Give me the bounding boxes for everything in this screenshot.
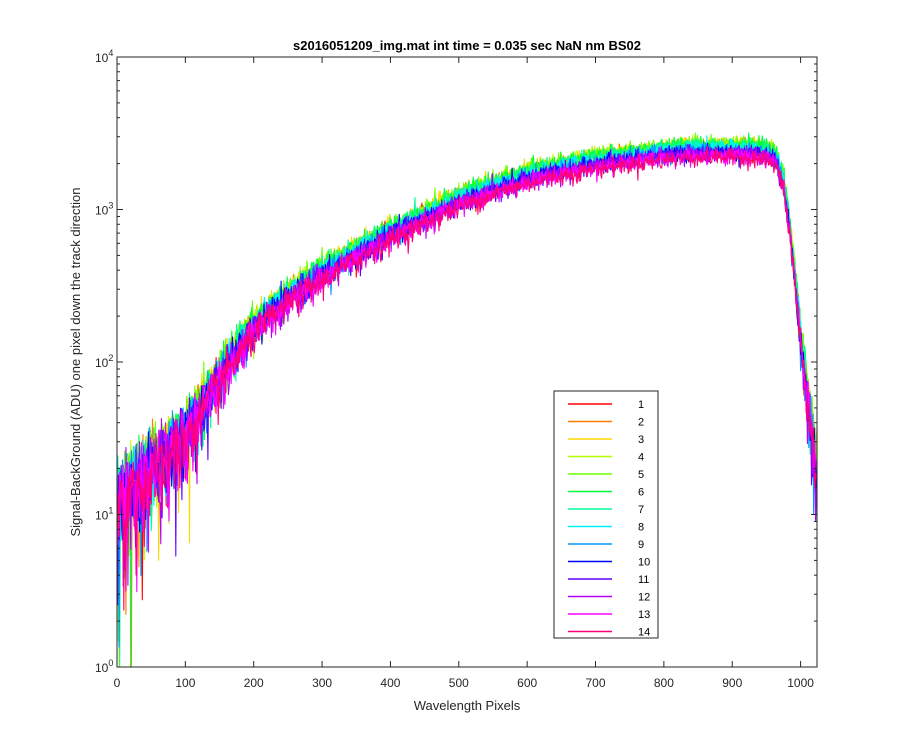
series-line-14: [116, 145, 817, 611]
x-tick-label: 200: [244, 676, 264, 690]
legend-label-2: 2: [638, 417, 644, 429]
legend-label-8: 8: [638, 522, 644, 534]
x-tick-label: 1000: [787, 676, 814, 690]
legend-label-12: 12: [638, 592, 650, 604]
y-tick-label: 102: [95, 353, 113, 370]
legend-label-5: 5: [638, 469, 644, 481]
y-axis-label: Signal-BackGround (ADU) one pixel down t…: [68, 187, 83, 536]
x-tick-label: 400: [380, 676, 400, 690]
x-tick-label: 800: [654, 676, 674, 690]
y-tick-label: 103: [95, 201, 113, 218]
chart-title: s2016051209_img.mat int time = 0.035 sec…: [293, 38, 641, 53]
legend-label-11: 11: [638, 574, 649, 586]
legend-label-7: 7: [638, 504, 644, 516]
y-tick-label: 100: [95, 658, 113, 675]
x-axis-label: Wavelength Pixels: [414, 698, 521, 713]
x-tick-label: 300: [312, 676, 332, 690]
x-tick-label: 100: [175, 676, 195, 690]
legend-label-9: 9: [638, 539, 644, 551]
series-layer: [116, 132, 817, 668]
x-tick-label: 0: [114, 676, 121, 690]
legend-label-14: 14: [638, 627, 650, 639]
legend-label-3: 3: [638, 434, 644, 446]
ticks-layer: 0 100 200 300 400 500 600 700 800 900 100010010110…: [95, 48, 817, 690]
x-tick-label: 600: [517, 676, 537, 690]
legend-label-1: 1: [638, 399, 644, 411]
x-tick-label: 700: [586, 676, 606, 690]
y-tick-label: 101: [95, 506, 113, 523]
legend-label-13: 13: [638, 609, 650, 621]
x-tick-label: 500: [449, 676, 469, 690]
legend-label-6: 6: [638, 487, 644, 499]
x-tick-label: 900: [722, 676, 742, 690]
legend-label-10: 10: [638, 557, 650, 569]
legend-label-4: 4: [638, 452, 644, 464]
y-tick-label: 104: [95, 48, 113, 65]
